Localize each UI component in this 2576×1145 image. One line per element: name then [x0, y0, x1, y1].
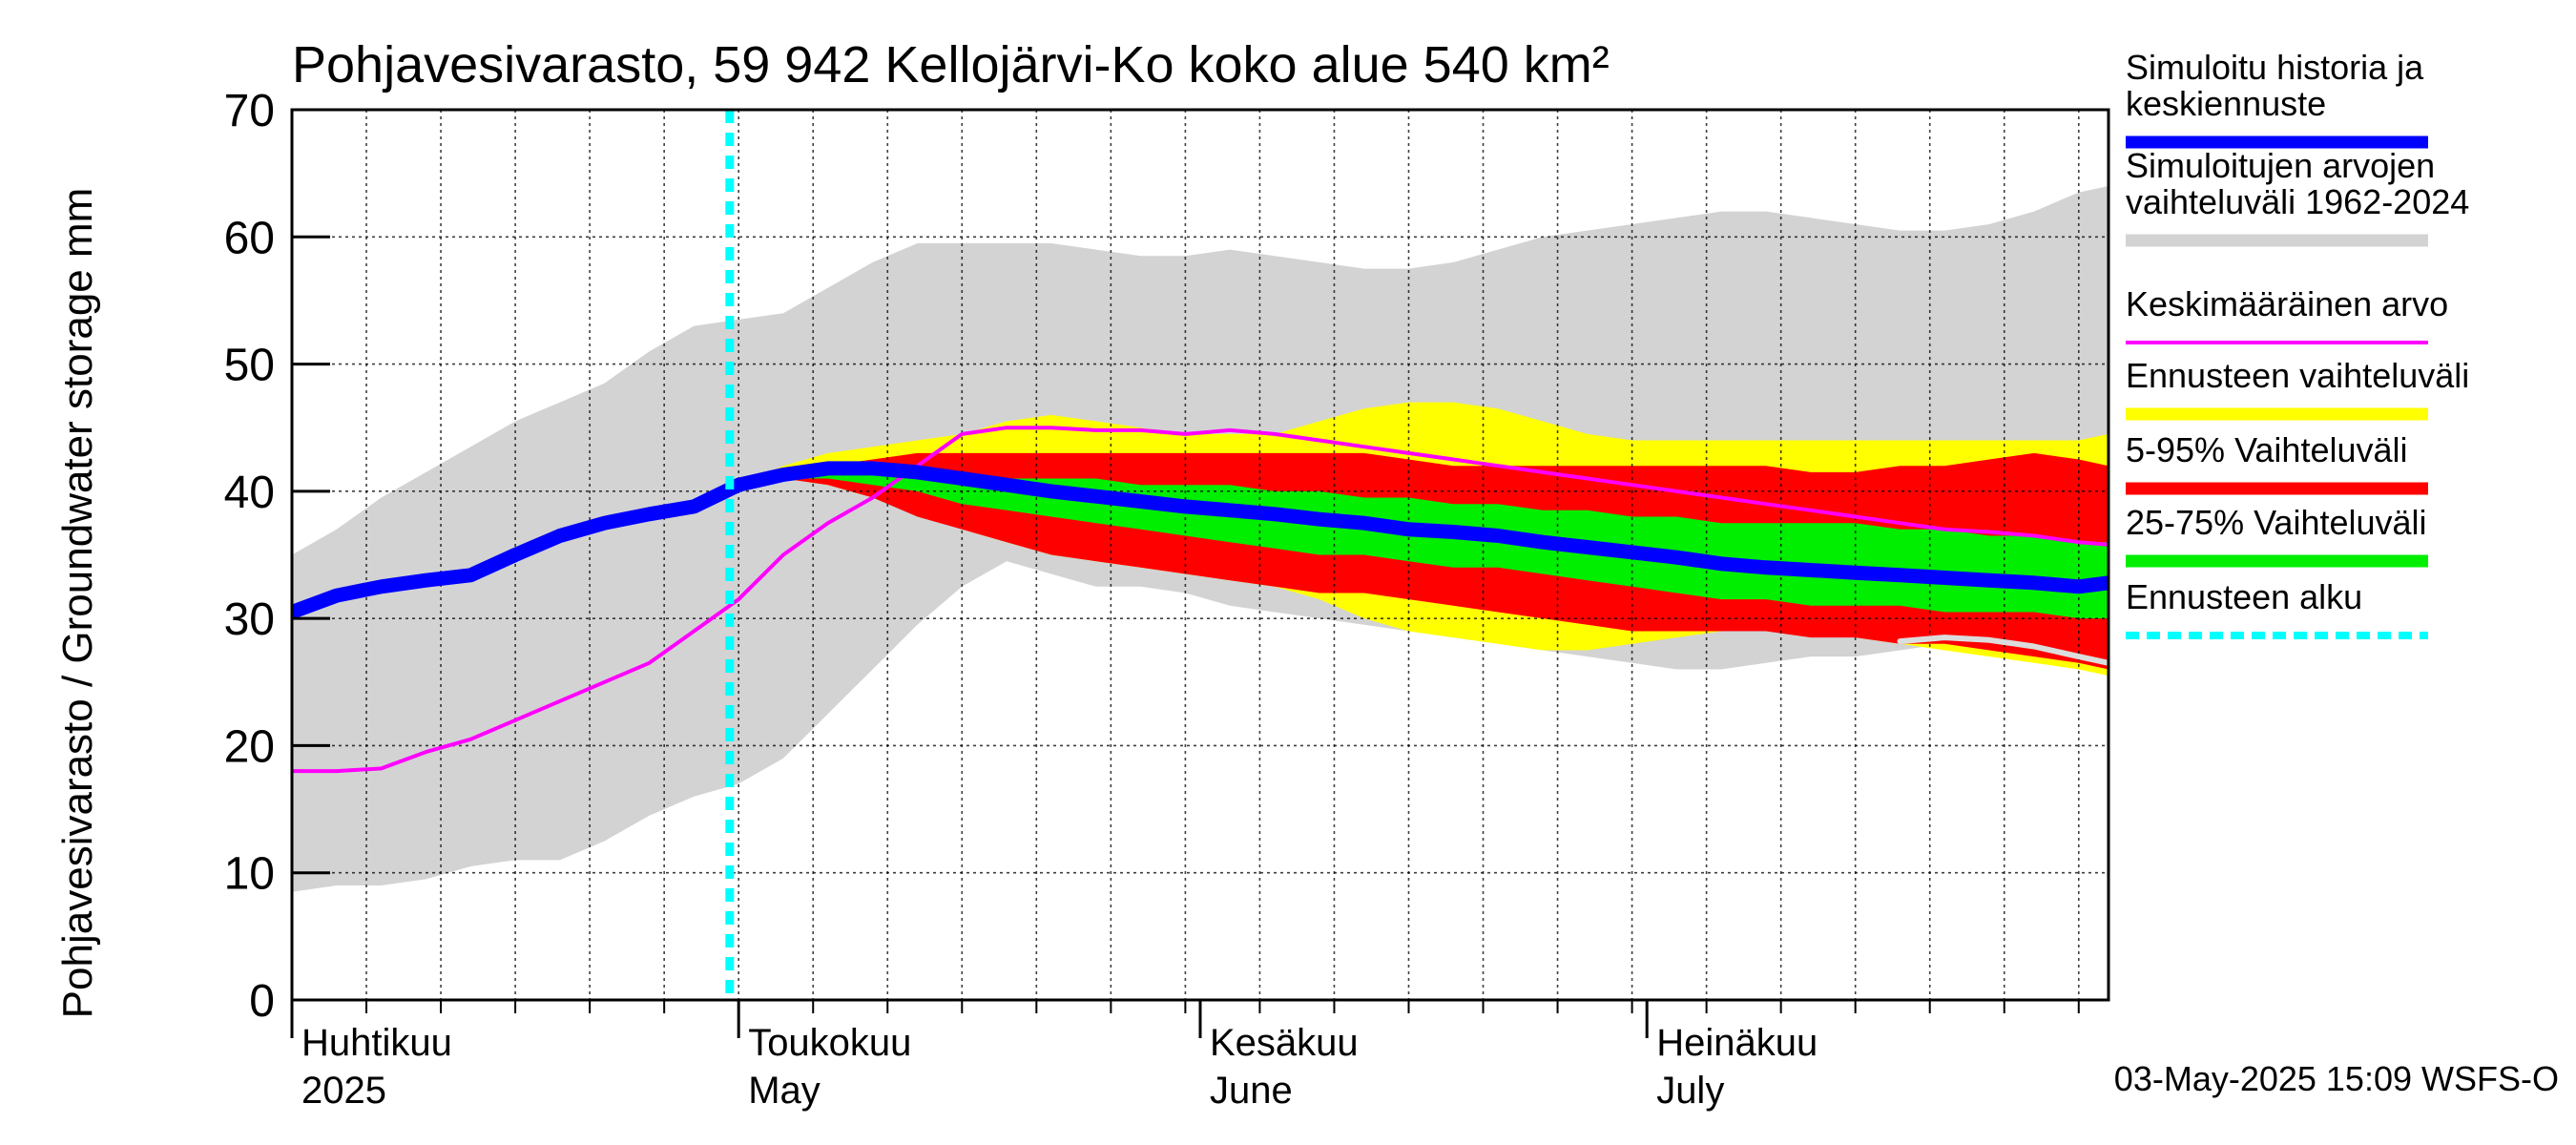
- month-label-fi: Huhtikuu: [301, 1022, 452, 1064]
- y-tick-label: 70: [224, 86, 275, 136]
- legend-entry: 5-95% Vaihteluväli: [2126, 430, 2428, 495]
- y-axis: 0 10 20 30 40 50 60 70: [224, 86, 330, 1027]
- y-tick-label: 50: [224, 341, 275, 391]
- line-simuloitu-historia-ja-keskiennuste: [292, 461, 2109, 619]
- line-keskim-r-inen-arvo: [292, 426, 2109, 774]
- y-axis-label: Pohjavesivarasto / Groundwater storage m…: [54, 188, 101, 1019]
- month-label-en: 2025: [301, 1070, 386, 1112]
- legend-label: vaihteluväli 1962-2024: [2126, 182, 2469, 221]
- month-label-fi: Heinäkuu: [1656, 1022, 1818, 1064]
- month-label-fi: Toukokuu: [748, 1022, 911, 1064]
- legend-label: Simuloitujen arvojen: [2126, 146, 2435, 185]
- legend-entry: 25-75% Vaihteluväli: [2126, 503, 2428, 568]
- legend-label: 5-95% Vaihteluväli: [2126, 430, 2408, 469]
- legend-entry: Keskimääräinen arvo: [2126, 284, 2448, 344]
- y-tick-label: 20: [224, 721, 275, 772]
- legend-label: 25-75% Vaihteluväli: [2126, 503, 2427, 542]
- line-simuloitu-alaraja: [1897, 635, 2109, 666]
- y-tick-label: 10: [224, 849, 275, 900]
- chart-title: Pohjavesivarasto, 59 942 Kellojärvi-Ko k…: [292, 36, 1610, 94]
- legend-label: Simuloitu historia ja: [2126, 48, 2424, 87]
- month-label-en: May: [748, 1070, 821, 1112]
- month-label-en: June: [1210, 1070, 1293, 1112]
- legend-label: Ennusteen alku: [2126, 577, 2362, 616]
- legend-entry: Ennusteen alku: [2126, 577, 2428, 639]
- month-label-fi: Kesäkuu: [1210, 1022, 1359, 1064]
- legend-label: keskiennuste: [2126, 84, 2326, 123]
- footer-timestamp: 03-May-2025 15:09 WSFS-O: [2114, 1059, 2559, 1098]
- data-lines: [292, 426, 2109, 774]
- y-tick-label: 40: [224, 468, 275, 518]
- month-label-en: July: [1656, 1070, 1724, 1112]
- y-tick-label: 60: [224, 213, 275, 263]
- band-25-75-vaihteluv-li: [738, 471, 2109, 619]
- y-tick-label: 30: [224, 594, 275, 645]
- y-tick-label: 0: [249, 976, 275, 1027]
- legend-entry: Ennusteen vaihteluväli: [2126, 356, 2469, 421]
- x-axis: Huhtikuu 2025 Toukokuu May Kesäkuu June Heinäk…: [290, 1000, 2080, 1112]
- legend-label: Ennusteen vaihteluväli: [2126, 356, 2469, 395]
- data-bands: [292, 186, 2109, 892]
- legend-label: Keskimääräinen arvo: [2126, 284, 2448, 323]
